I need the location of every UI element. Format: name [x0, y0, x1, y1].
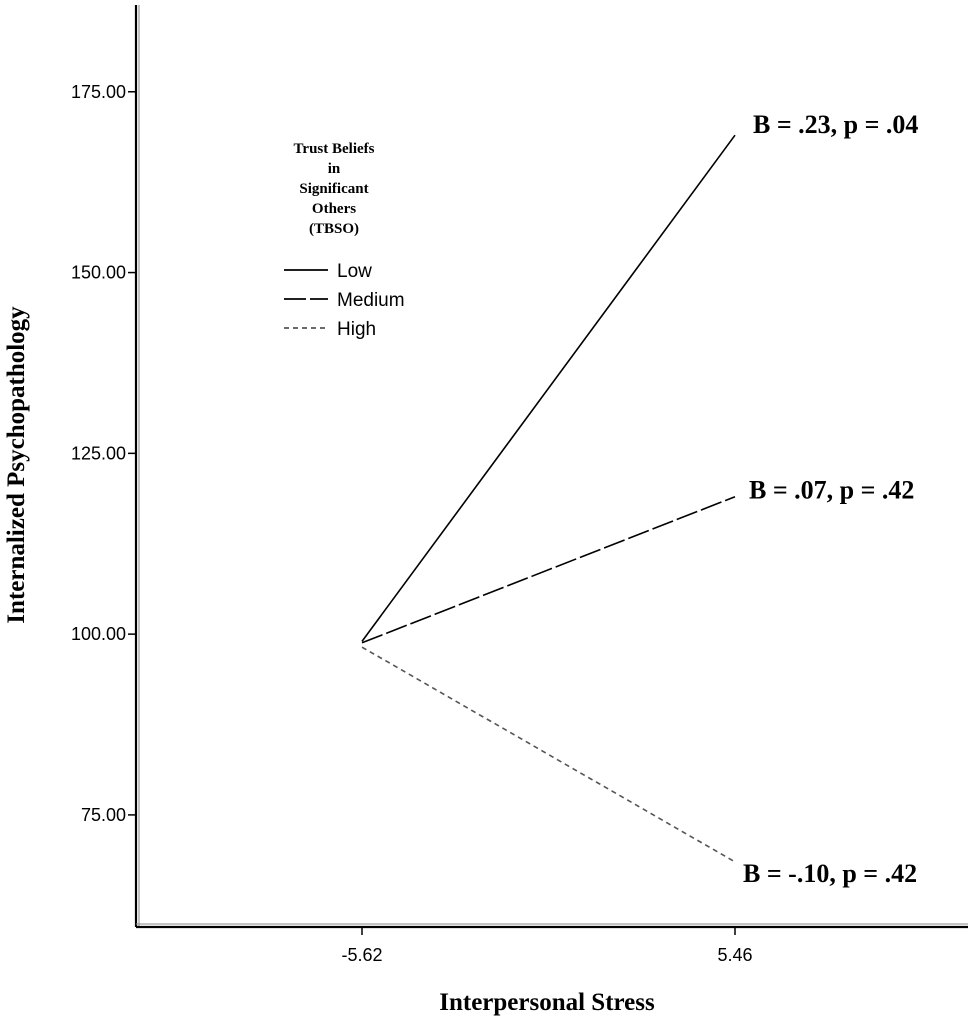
y-tick-label: 150.00: [71, 263, 126, 283]
annotation-medium: B = .07, p = .42: [749, 476, 914, 505]
annotations: B = .23, p = .04 B = .07, p = .42 B = -.10…: [743, 110, 918, 888]
annotation-high: B = -.10, p = .42: [743, 859, 917, 888]
legend-title-line: Significant: [299, 181, 368, 197]
y-tick-label: 175.00: [71, 82, 126, 102]
legend-title-line: Others: [312, 201, 356, 217]
annotation-low: B = .23, p = .04: [753, 110, 918, 139]
series-line-medium: [361, 495, 736, 644]
legend-label-low: Low: [337, 261, 372, 282]
legend-label-high: High: [337, 319, 376, 340]
series-lines: [361, 134, 736, 863]
y-axis-title: Internalized Psychopathology: [3, 306, 30, 624]
series-line-low: [361, 134, 736, 642]
legend: Trust Beliefs in Significant Others (TBSO) Lo…: [284, 141, 405, 340]
legend-title-line: in: [328, 161, 341, 177]
y-tick-label: 75.00: [81, 805, 126, 825]
y-tick-label: 100.00: [71, 624, 126, 644]
x-tick-label: -5.62: [341, 945, 382, 965]
y-tick-label: 125.00: [71, 443, 126, 463]
legend-title-line: Trust Beliefs: [294, 141, 375, 157]
axes: 75.00 100.00 125.00 150.00 175.00 -5.62 5.46 In…: [3, 5, 968, 1016]
x-axis-title: Interpersonal Stress: [439, 989, 655, 1016]
legend-title-line: (TBSO): [309, 221, 359, 237]
x-tick-label: 5.46: [717, 945, 752, 965]
series-line-high: [361, 646, 736, 863]
legend-label-medium: Medium: [337, 290, 405, 311]
